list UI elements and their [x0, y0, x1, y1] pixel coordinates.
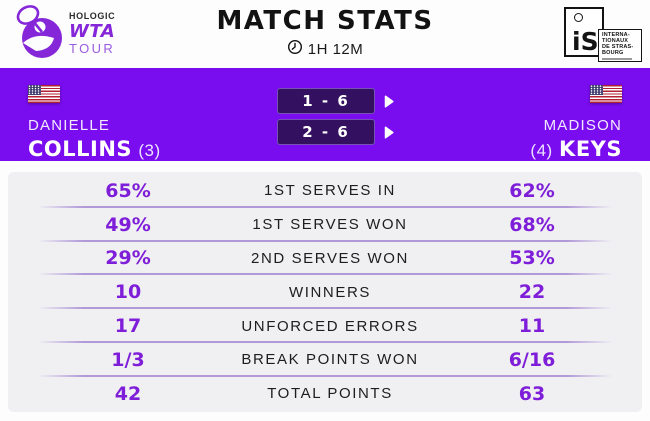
stat-label: 1ST SERVES WON: [252, 216, 408, 234]
us-flag-icon: [590, 85, 622, 103]
stat-label: 1ST SERVES IN: [264, 182, 396, 200]
keys-value: 62%: [509, 179, 555, 202]
stat-label: UNFORCED ERRORS: [241, 317, 419, 335]
wta-logo-icon: [14, 4, 66, 60]
player-first-name: DANIELLE: [28, 117, 111, 134]
tournament-name-line: TIONAUX: [602, 38, 629, 44]
collins-value: 1/3: [111, 348, 145, 371]
header: HOLOGIC WTA TOUR MATCH STATS 1H 12M iS: [0, 0, 650, 68]
us-flag-icon: [28, 85, 60, 103]
player-last-name: KEYS: [559, 137, 622, 161]
tournament-initials: iS: [572, 26, 599, 56]
collins-value: 65%: [105, 179, 151, 202]
collins-value: 29%: [105, 247, 151, 270]
wta-label: WTA: [69, 21, 116, 42]
clock-icon: [287, 39, 303, 59]
tournament-name-line: DE STRAS-: [602, 44, 634, 50]
set2-winner-arrow-icon: [384, 125, 394, 139]
set2-score: 2 - 6: [277, 119, 375, 145]
collins-value: 42: [114, 382, 142, 405]
player-seed: (4): [530, 141, 553, 160]
keys-value: 63: [518, 382, 546, 405]
hologic-label: HOLOGIC: [69, 11, 116, 21]
stat-row-1st-serves-won: 49% 1ST SERVES WON 68%: [8, 208, 642, 242]
collins-value: 10: [114, 281, 142, 304]
title-block: MATCH STATS 1H 12M: [120, 6, 530, 60]
keys-value: 22: [518, 281, 546, 304]
stat-row-winners: 10 WINNERS 22: [8, 275, 642, 309]
stat-label: BREAK POINTS WON: [241, 351, 419, 369]
tournament-name-box: INTERNA- TIONAUX DE STRAS- BOURG: [598, 29, 642, 62]
keys-value: 11: [518, 315, 546, 338]
collins-value: 17: [114, 315, 142, 338]
keys-value: 68%: [509, 213, 555, 236]
page-title: MATCH STATS: [216, 6, 434, 36]
set1-row: 1 - 6: [277, 88, 394, 114]
wta-tour-logo: HOLOGIC WTA TOUR: [14, 4, 115, 60]
tournament-name-line: BOURG: [602, 50, 624, 56]
stat-row-total-points: 42 TOTAL POINTS 63: [8, 377, 642, 411]
stat-label: WINNERS: [288, 283, 372, 301]
player-last-name: COLLINS: [28, 137, 133, 161]
player-last-line: (4) KEYS: [422, 137, 622, 162]
stat-label: TOTAL POINTS: [267, 385, 393, 403]
keys-value: 6/16: [508, 348, 556, 371]
player-collins: DANIELLE COLLINS (3): [28, 68, 228, 161]
match-duration: 1H 12M: [287, 39, 364, 59]
collins-value: 49%: [105, 213, 151, 236]
stat-label: 2ND SERVES WON: [251, 249, 409, 267]
tournament-logo-box: iS: [564, 7, 604, 57]
stat-row-2nd-serves-won: 29% 2ND SERVES WON 53%: [8, 242, 642, 276]
player-first-name: MADISON: [543, 117, 622, 134]
stat-row-unforced-errors: 17 UNFORCED ERRORS 11: [8, 309, 642, 343]
tournament-logo: iS INTERNA- TIONAUX DE STRAS- BOURG: [556, 4, 644, 64]
wta-logo-text: HOLOGIC WTA TOUR: [69, 4, 116, 56]
set1-score: 1 - 6: [277, 88, 375, 114]
player-seed: (3): [138, 141, 161, 160]
tennis-ball-icon: [574, 13, 583, 22]
set-scores: 1 - 6 2 - 6: [277, 88, 394, 145]
player-last-line: COLLINS (3): [28, 137, 228, 162]
scoreboard-banner: DANIELLE COLLINS (3) 1 - 6 2 - 6: [0, 68, 650, 161]
set2-row: 2 - 6: [277, 119, 394, 145]
stats-panel: 65% 1ST SERVES IN 62% 49% 1ST SERVES WON…: [8, 172, 642, 412]
keys-value: 53%: [509, 247, 555, 270]
tournament-name-line: INTERNA-: [602, 32, 630, 38]
stat-row-break-points-won: 1/3 BREAK POINTS WON 6/16: [8, 343, 642, 377]
stat-row-1st-serves-in: 65% 1ST SERVES IN 62%: [8, 174, 642, 208]
match-duration-text: 1H 12M: [307, 40, 364, 58]
tournament-logo-subline: [602, 57, 632, 60]
set1-winner-arrow-icon: [384, 94, 394, 108]
tour-label: TOUR: [69, 41, 116, 56]
player-keys: MADISON (4) KEYS: [422, 68, 622, 161]
